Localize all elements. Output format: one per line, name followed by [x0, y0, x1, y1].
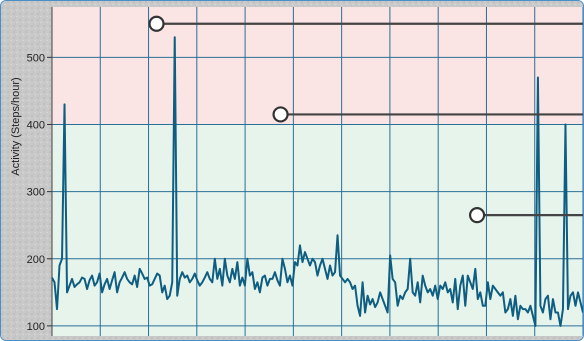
zone-band-2 — [52, 7, 583, 125]
activity-series-line — [51, 36, 583, 327]
y-tick-label: 400 — [27, 120, 45, 132]
y-tick-label: 500 — [27, 52, 45, 64]
threshold-handle-3 — [468, 207, 486, 224]
threshold-handle-2 — [272, 106, 289, 123]
y-tick-label: 100 — [27, 321, 45, 333]
zone-band-1 — [52, 124, 583, 336]
threshold-handle-1 — [148, 15, 165, 32]
plot-area: 100 200 300 400 500 — [27, 7, 583, 336]
y-axis-label: Activity (Steps/hour) — [10, 77, 22, 175]
y-tick-label: 300 — [27, 187, 45, 199]
y-tick-label: 200 — [27, 254, 45, 266]
